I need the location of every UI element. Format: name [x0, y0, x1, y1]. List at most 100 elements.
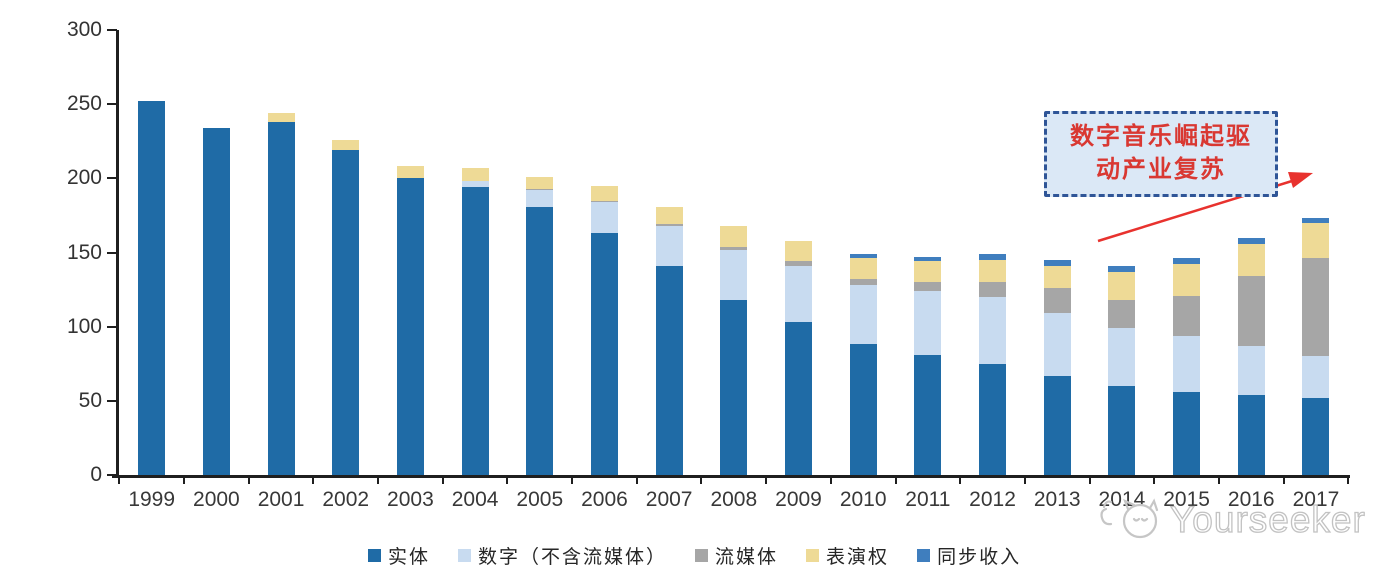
- bar-segment-2008-s0: [720, 299, 748, 475]
- bar-segment-2017-s1: [1302, 356, 1330, 398]
- bar-segment-2004-s3: [461, 167, 489, 182]
- bar-segment-2017-s4: [1302, 218, 1330, 223]
- y-axis-tick: [107, 29, 117, 31]
- x-axis-tick: [1153, 477, 1156, 484]
- bar-segment-2016-s4: [1237, 237, 1265, 244]
- y-axis-tick: [107, 251, 117, 254]
- bar-segment-2002-s0: [332, 150, 360, 475]
- x-axis-line: [112, 475, 1350, 478]
- x-axis-tick: [571, 477, 574, 484]
- bar-segment-2012-s3: [979, 259, 1007, 283]
- x-axis-tick-label: 2000: [193, 488, 240, 511]
- bar-segment-2016-s3: [1237, 243, 1265, 277]
- bar-segment-2007-s2: [655, 224, 683, 226]
- bar-segment-2014-s0: [1108, 386, 1136, 475]
- x-axis-tick-label: 2006: [581, 488, 628, 511]
- x-axis-tick: [635, 477, 638, 484]
- bar-segment-2010-s2: [849, 279, 877, 286]
- annotation-box: 数字音乐崛起驱 动产业复苏: [1044, 111, 1278, 197]
- bar-segment-2014-s3: [1108, 271, 1136, 300]
- bar-segment-2017-s2: [1302, 258, 1330, 357]
- legend-swatch-streaming: [695, 548, 709, 562]
- bar-segment-2015-s1: [1173, 335, 1201, 392]
- x-axis-tick-label: 2010: [839, 488, 887, 511]
- bar-segment-2014-s2: [1108, 299, 1136, 329]
- legend-label-performance-rights: 表演权: [826, 546, 890, 568]
- x-axis-tick: [765, 477, 768, 484]
- bar-segment-2001-s3: [267, 113, 295, 122]
- x-axis-tick-label: 2015: [1163, 488, 1210, 511]
- x-axis-tick-label: 2001: [257, 488, 305, 511]
- x-axis-tick: [959, 477, 962, 484]
- y-axis-tick-label: 0: [90, 463, 102, 486]
- bar-segment-2010-s4: [849, 253, 877, 259]
- bar-segment-2011-s4: [914, 256, 942, 262]
- bar-segment-2014-s1: [1108, 328, 1136, 386]
- bar-segment-2008-s2: [720, 246, 748, 250]
- legend-item-performance-rights: 表演权: [806, 542, 889, 569]
- y-axis-tick: [107, 399, 117, 402]
- bar-segment-2011-s0: [914, 354, 942, 475]
- bar-segment-2016-s1: [1237, 345, 1265, 395]
- bar-segment-2002-s3: [332, 139, 360, 151]
- bar-segment-2003-s0: [396, 178, 424, 475]
- x-axis-tick: [1023, 477, 1026, 484]
- legend-label-physical: 实体: [388, 546, 431, 568]
- bar-segment-2008-s1: [720, 249, 748, 300]
- x-axis-tick-label: 2004: [451, 488, 499, 511]
- bar-segment-2001-s0: [267, 121, 295, 475]
- bar-segment-2011-s1: [914, 291, 942, 355]
- bar-segment-2000-s0: [202, 127, 230, 475]
- legend-label-sync-revenue: 同步收入: [937, 546, 1022, 568]
- bar-segment-2006-s0: [590, 233, 618, 475]
- y-axis-tick: [107, 325, 117, 328]
- bar-segment-2009-s0: [785, 322, 812, 475]
- x-axis-tick: [1282, 477, 1285, 484]
- bar-segment-2016-s0: [1237, 394, 1265, 475]
- x-axis-tick: [1088, 477, 1091, 484]
- x-axis-tick: [829, 477, 832, 484]
- x-axis-tick: [441, 477, 444, 484]
- bar-segment-2017-s0: [1302, 397, 1330, 475]
- bar-segment-2010-s0: [849, 344, 877, 475]
- bar-segment-2011-s2: [914, 282, 942, 292]
- y-axis-tick-label: 250: [66, 92, 102, 116]
- bar-segment-2013-s4: [1043, 259, 1071, 266]
- bar-segment-2015-s0: [1173, 391, 1201, 475]
- legend-label-digital-ex-streaming: 数字（不含流媒体）: [478, 546, 668, 568]
- bar-segment-2013-s3: [1043, 265, 1071, 289]
- legend: 实体 数字（不含流媒体） 流媒体 表演权 同步收入: [368, 542, 1022, 569]
- bar-segment-2005-s0: [526, 206, 554, 475]
- bar-segment-2011-s3: [914, 261, 942, 283]
- x-axis-tick-label: 2007: [645, 488, 693, 511]
- x-axis-tick: [377, 477, 380, 484]
- bar-segment-2010-s1: [849, 285, 877, 345]
- bar-segment-2014-s4: [1108, 265, 1136, 272]
- bar-segment-2007-s0: [655, 265, 683, 475]
- legend-swatch-sync-revenue: [917, 548, 931, 562]
- y-axis-tick-label: 150: [66, 240, 102, 264]
- annotation-text-line2: 动产业复苏: [1096, 157, 1226, 183]
- x-axis-tick-label: 2003: [387, 488, 434, 511]
- x-axis-tick-label: 2012: [969, 488, 1016, 511]
- y-axis-tick-label: 100: [66, 314, 102, 338]
- legend-label-streaming: 流媒体: [715, 546, 779, 568]
- annotation-text-line1: 数字音乐崛起驱: [1070, 124, 1252, 150]
- bar-segment-2013-s1: [1043, 313, 1071, 376]
- bar-segment-2009-s1: [785, 265, 812, 323]
- bar-segment-2004-s1: [461, 181, 489, 188]
- bar-segment-2012-s1: [979, 297, 1007, 364]
- bar-segment-2006-s3: [590, 185, 618, 201]
- bar-segment-2009-s3: [785, 240, 812, 262]
- legend-swatch-physical: [368, 548, 381, 562]
- x-axis-tick: [312, 477, 315, 484]
- bar-segment-2013-s2: [1043, 288, 1071, 314]
- bar-segment-2006-s1: [590, 202, 618, 234]
- x-axis-tick-label: 2013: [1033, 488, 1081, 511]
- legend-swatch-digital-ex-streaming: [458, 548, 472, 562]
- bar-segment-2005-s2: [526, 188, 554, 191]
- x-axis-tick: [700, 477, 703, 484]
- x-axis-tick-label: 2011: [905, 488, 951, 511]
- bar-segment-2010-s3: [849, 258, 877, 280]
